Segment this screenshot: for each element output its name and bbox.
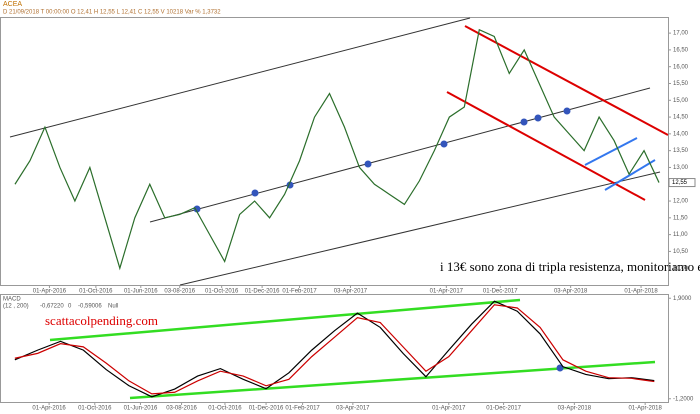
macd-upper-trend [49,298,521,342]
y-tick-label: 14,50 [673,115,689,121]
macd-frame [0,294,669,403]
red-lower [446,91,646,201]
x-tick-label: 01-Apr-2018 [624,289,658,295]
x-tick-label: 01-Apr-2016 [33,289,67,295]
x-tick-label: 01-Apr-2017 [432,406,466,412]
symbol: ACEA [3,1,22,8]
y-tick-label: -1,2000 [673,396,694,402]
x-tick-label: 01-Oct-2016 [208,406,242,412]
blue-lower [604,159,656,191]
y-tick-label: 14,00 [673,131,689,137]
legend: Null [108,304,118,310]
touch-point [563,107,571,115]
y-tick-label: 11,50 [673,215,688,221]
y-tick-label: 16,50 [673,47,689,53]
x-tick-label: 01-Dec-2016 [245,289,280,295]
last-value-tag [668,178,696,188]
x-tick-label: 03-Apr-2018 [558,406,592,412]
x-tick-label: 01-Jun-2016 [124,406,158,412]
y-tick-label: 1,9000 [673,296,692,302]
touch-point [193,205,201,213]
legend: -0,67220 [40,304,64,310]
x-tick-label: 01-Apr-2018 [628,406,662,412]
blue-upper [584,137,638,166]
x-tick-label: 01-Oct-2016 [79,289,113,295]
touch-point [520,118,528,126]
channel-top [9,17,471,138]
x-tick-label: 01-Feb-2017 [282,289,317,295]
y-tick-label: 15,00 [673,98,689,104]
macd-params: (12 , 200) [3,304,29,310]
y-tick-label: 16,00 [673,64,689,70]
x-tick-label: 03-08-2016 [166,406,197,412]
x-tick-label: 01-Dec-2016 [249,406,284,412]
site-name: scattacolpending.com [45,313,158,328]
price-frame [0,17,669,286]
y-tick-label: 12,00 [673,199,689,205]
y-tick-label: 10,50 [673,249,689,255]
x-tick-label: 01-Apr-2016 [32,406,66,412]
line [14,28,660,271]
last-value-label: 12,55 [672,180,688,186]
x-tick-label: 01-Oct-2016 [78,406,112,412]
touch-point [440,140,448,148]
red-upper [464,25,669,136]
y-tick-label: 10,00 [673,266,689,272]
macd-title: MACD [3,297,21,303]
x-tick-label: 01-Feb-2017 [285,406,320,412]
touch-point [251,189,259,197]
touch-point [556,364,564,372]
y-tick-label: 15,50 [673,81,689,87]
touch-point [364,160,372,168]
touch-point [534,114,542,122]
x-tick-label: 01-Apr-2017 [430,289,464,295]
x-tick-label: 01-Dec-2017 [483,289,518,295]
x-tick-label: 03-Apr-2018 [554,289,588,295]
line [14,300,655,398]
x-tick-label: 01-Jun-2016 [124,289,158,295]
x-tick-label: 03-Apr-2017 [336,406,370,412]
y-tick-label: 13,50 [673,148,689,154]
channel-bottom [179,171,661,286]
y-tick-label: 13,00 [673,165,689,171]
x-tick-label: 03-Apr-2017 [334,289,368,295]
info-line: D 21/09/2018 T 00:00:00 O 12,41 H 12,55 … [3,10,221,16]
y-tick-label: 11,00 [673,232,688,238]
x-tick-label: 01-Oct-2016 [205,289,239,295]
legend: 0 [68,304,72,310]
annotation: i 13€ sono zona di tripla resistenza, mo… [440,259,700,274]
x-tick-label: 03-08-2016 [164,289,195,295]
y-tick-label: 17,00 [673,31,689,37]
line [14,304,655,395]
x-tick-label: 01-Dec-2017 [486,406,521,412]
legend: -0,59006 [78,304,102,310]
